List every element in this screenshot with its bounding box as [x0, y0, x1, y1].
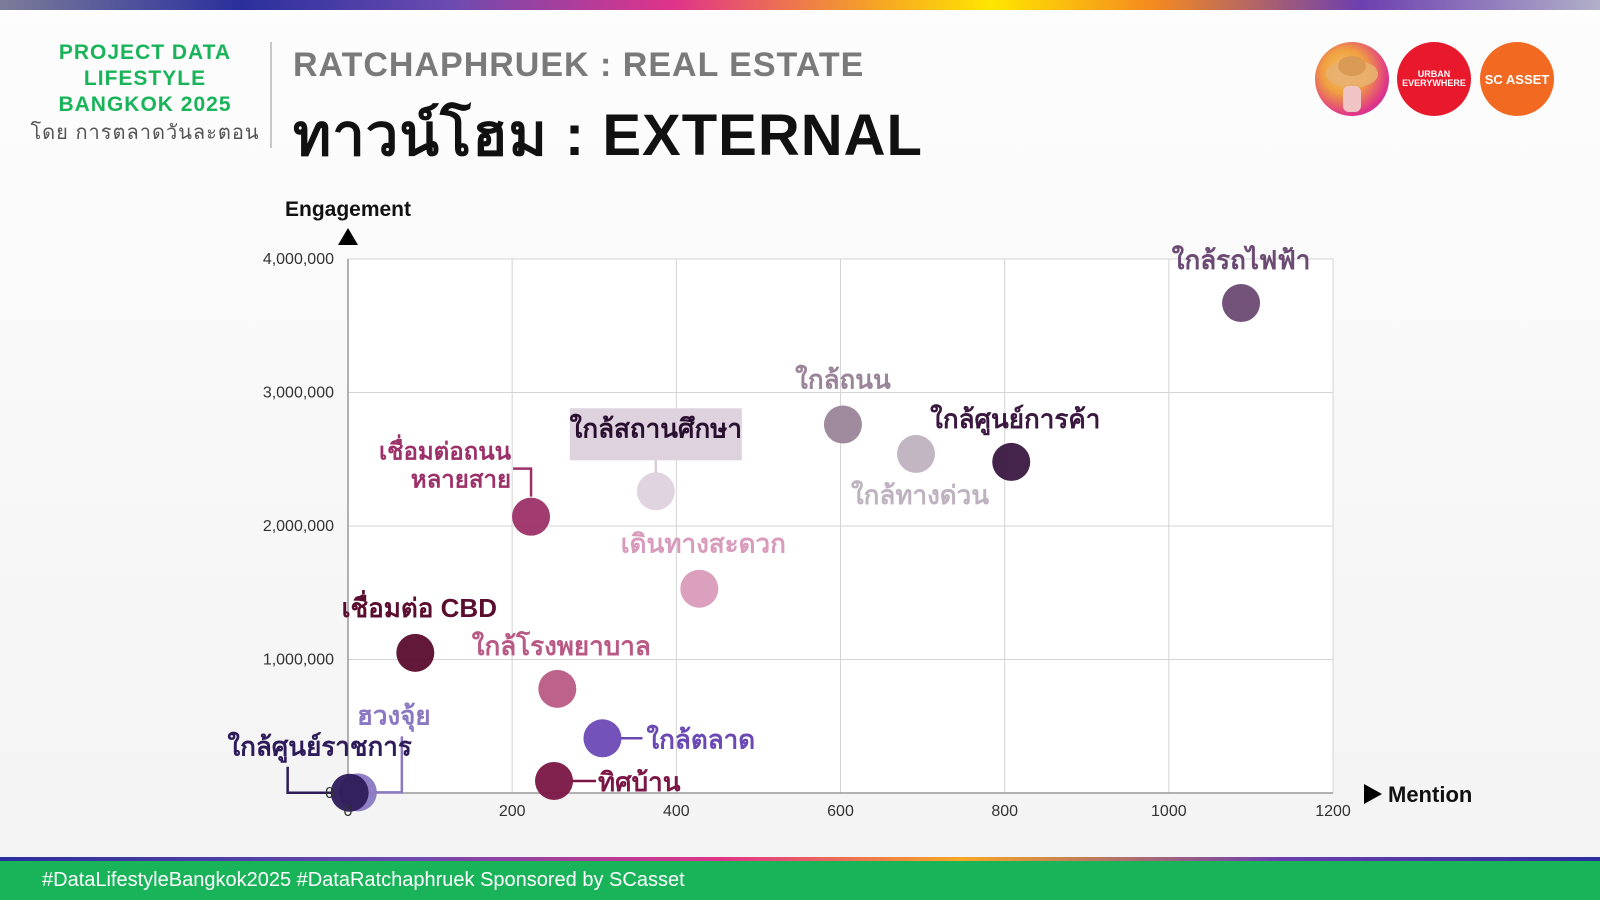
scatter-chart: ใกล้รถไฟฟ้าใกล้ถนนใกล้ศูนย์การค้าใกล้ทาง… — [227, 198, 1472, 820]
leader-line — [373, 736, 404, 794]
data-point — [538, 669, 577, 708]
urban-everywhere-logo: URBAN EVERYWHERE — [1397, 42, 1471, 116]
chart-grid — [347, 258, 1334, 794]
point-label: ฮวงจุ้ย — [357, 700, 431, 732]
x-tick-label: 200 — [499, 803, 526, 820]
page-title: ทาวน์โฮม : EXTERNAL — [293, 103, 923, 168]
brand-subtitle: โดย การตลาดวันละตอน — [30, 122, 260, 144]
y-axis-arrow-icon — [338, 228, 358, 245]
urban-logo-line2: EVERYWHERE — [1402, 78, 1466, 88]
header-kicker: RATCHAPHRUEK : REAL ESTATE — [293, 46, 865, 84]
x-tick-label: 0 — [344, 803, 353, 820]
data-point — [636, 472, 675, 511]
point-label: ใกล้ศูนย์ราชการ — [227, 732, 411, 764]
x-tick-label: 1000 — [1151, 803, 1187, 820]
data-point — [396, 633, 435, 672]
data-point — [823, 405, 862, 444]
data-point — [535, 761, 574, 800]
point-label: ทิศบ้าน — [598, 767, 681, 797]
point-label: ใกล้ทางด่วน — [851, 480, 989, 510]
leader-line — [513, 467, 533, 497]
x-axis-arrow-icon — [1364, 784, 1382, 804]
x-tick-label: 1200 — [1315, 803, 1351, 820]
label-highlight-box — [569, 408, 742, 461]
x-axis-label: Mention — [1388, 782, 1472, 807]
sc-asset-logo: SC ASSET — [1480, 42, 1554, 116]
chart-point-labels: ใกล้รถไฟฟ้าใกล้ถนนใกล้ศูนย์การค้าใกล้ทาง… — [227, 244, 1310, 797]
leader-line — [286, 766, 332, 794]
point-label: หลายสาย — [411, 467, 511, 494]
brand-line-3: BANGKOK 2025 — [58, 93, 232, 116]
point-label: ใกล้สถานศึกษา — [570, 413, 742, 443]
data-point — [680, 569, 719, 608]
point-label: ใกล้ตลาด — [646, 724, 755, 754]
y-tick-label: 0 — [325, 785, 334, 802]
y-tick-label: 3,000,000 — [263, 385, 334, 402]
data-point — [1222, 284, 1261, 323]
data-point — [583, 719, 622, 758]
bottom-gradient-stripe — [0, 857, 1600, 861]
brand-line-2: LIFESTYLE — [83, 67, 207, 90]
chart-points — [330, 284, 1261, 812]
top-gradient-bar — [0, 0, 1600, 10]
x-tick-label: 800 — [991, 803, 1018, 820]
header-divider — [270, 42, 272, 148]
x-tick-label: 600 — [827, 803, 854, 820]
point-label: ใกล้รถไฟฟ้า — [1172, 244, 1311, 275]
footer-hashtags: #DataLifestyleBangkok2025 #DataRatchaphr… — [0, 861, 1600, 900]
brand-block: PROJECT DATA LIFESTYLE BANGKOK 2025 โดย … — [30, 40, 260, 146]
data-point — [330, 773, 369, 812]
person-icon — [1326, 56, 1378, 112]
y-axis-label: Engagement — [285, 198, 411, 221]
urban-logo-line1: URBAN — [1417, 69, 1451, 79]
point-label: ใกล้โรงพยาบาล — [472, 630, 651, 661]
point-label: ใกล้ศูนย์การค้า — [930, 404, 1100, 436]
brand-line-1: PROJECT DATA — [58, 41, 232, 64]
y-tick-label: 2,000,000 — [263, 518, 334, 535]
data-point — [992, 442, 1031, 481]
point-label: เชื่อมต่อ CBD — [342, 589, 497, 623]
data-point — [897, 434, 936, 473]
point-label: เดินทางสะดวก — [621, 529, 786, 559]
person-avatar-logo — [1315, 42, 1389, 116]
point-label: ใกล้ถนน — [795, 365, 891, 395]
data-point — [512, 497, 551, 536]
x-tick-label: 400 — [663, 803, 690, 820]
y-tick-label: 1,000,000 — [263, 652, 334, 669]
chart-tick-labels: 0 200 400 600 800 1000 1200 0 1,000,000 2,000,000… — [263, 251, 1351, 820]
y-tick-label: 4,000,000 — [263, 251, 334, 268]
label-leader-lines — [286, 455, 658, 794]
point-label: เชื่อมต่อถนน — [379, 434, 512, 466]
